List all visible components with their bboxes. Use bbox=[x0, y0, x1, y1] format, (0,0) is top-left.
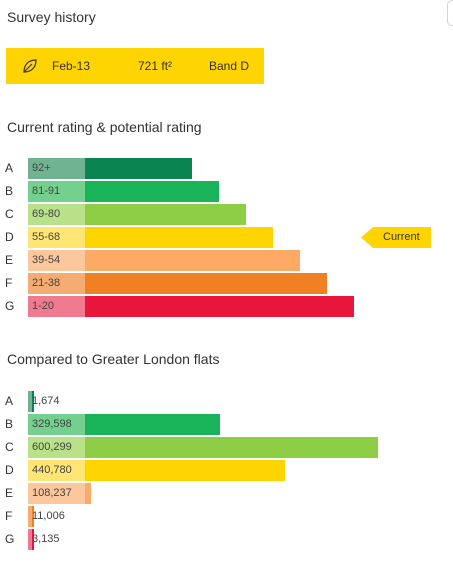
comparison-row-g: G 3,135 bbox=[0, 529, 453, 550]
rating-range-label: 1-20 bbox=[28, 296, 85, 317]
comparison-row-a: A 1,674 bbox=[0, 391, 453, 412]
survey-date: Feb-13 bbox=[52, 59, 91, 73]
rating-letter: D bbox=[5, 230, 14, 244]
comparison-row-c: C 600,299 bbox=[0, 437, 453, 458]
window-corner bbox=[447, 0, 453, 26]
rating-bar bbox=[85, 273, 327, 294]
comparison-letter: E bbox=[5, 486, 14, 500]
survey-history-card[interactable]: Feb-13 721 ft² Band D bbox=[6, 48, 264, 84]
rating-letter: E bbox=[5, 253, 14, 267]
rating-row-e: E 39-54 bbox=[0, 250, 453, 271]
comparison-row-f: F 11,006 bbox=[0, 506, 453, 527]
comparison-letter: F bbox=[5, 509, 13, 523]
rating-letter: C bbox=[5, 207, 14, 221]
rating-bar bbox=[85, 204, 246, 225]
rating-bar bbox=[85, 227, 273, 248]
comparison-count-label: 108,237 bbox=[28, 483, 85, 504]
rating-range-label: 39-54 bbox=[28, 250, 85, 271]
current-rating-title: Current rating & potential rating bbox=[7, 119, 202, 135]
rating-letter: G bbox=[5, 299, 15, 313]
comparison-bar bbox=[28, 437, 378, 458]
rating-bar bbox=[85, 158, 192, 179]
comparison-count-label: 600,299 bbox=[28, 437, 85, 458]
leaf-icon bbox=[23, 59, 37, 73]
rating-bar bbox=[85, 181, 219, 202]
comparison-letter: B bbox=[5, 417, 14, 431]
rating-range-label: 55-68 bbox=[28, 227, 85, 248]
current-rating-marker: Current bbox=[361, 227, 431, 248]
rating-row-b: B 81-91 bbox=[0, 181, 453, 202]
rating-bar bbox=[85, 296, 354, 317]
comparison-letter: G bbox=[5, 532, 15, 546]
rating-range-label: 21-38 bbox=[28, 273, 85, 294]
current-rating-label: Current bbox=[383, 231, 420, 243]
comparison-row-e: E 108,237 bbox=[0, 483, 453, 504]
comparison-title: Compared to Greater London flats bbox=[7, 351, 220, 367]
rating-bar bbox=[85, 250, 300, 271]
rating-row-f: F 21-38 bbox=[0, 273, 453, 294]
comparison-letter: A bbox=[5, 394, 14, 408]
rating-letter: A bbox=[5, 161, 14, 175]
survey-floor-area: 721 ft² bbox=[138, 59, 173, 73]
rating-letter: F bbox=[5, 276, 13, 290]
comparison-count-label: 440,780 bbox=[28, 460, 85, 481]
comparison-count-label: 3,135 bbox=[28, 529, 60, 550]
rating-row-c: C 69-80 bbox=[0, 204, 453, 225]
rating-row-d: D 55-68 bbox=[0, 227, 453, 248]
rating-range-label: 92+ bbox=[28, 158, 85, 179]
rating-row-g: G 1-20 bbox=[0, 296, 453, 317]
comparison-letter: C bbox=[5, 440, 14, 454]
rating-letter: B bbox=[5, 184, 14, 198]
comparison-count-label: 11,006 bbox=[28, 506, 65, 527]
rating-range-label: 69-80 bbox=[28, 204, 85, 225]
comparison-row-b: B 329,598 bbox=[0, 414, 453, 435]
survey-band: Band D bbox=[209, 59, 250, 73]
comparison-bar bbox=[28, 460, 285, 481]
comparison-letter: D bbox=[5, 463, 14, 477]
comparison-row-d: D 440,780 bbox=[0, 460, 453, 481]
rating-range-label: 81-91 bbox=[28, 181, 85, 202]
comparison-count-label: 1,674 bbox=[28, 391, 60, 412]
comparison-count-label: 329,598 bbox=[28, 414, 85, 435]
survey-history-title: Survey history bbox=[7, 9, 96, 25]
rating-row-a: A 92+ bbox=[0, 158, 453, 179]
